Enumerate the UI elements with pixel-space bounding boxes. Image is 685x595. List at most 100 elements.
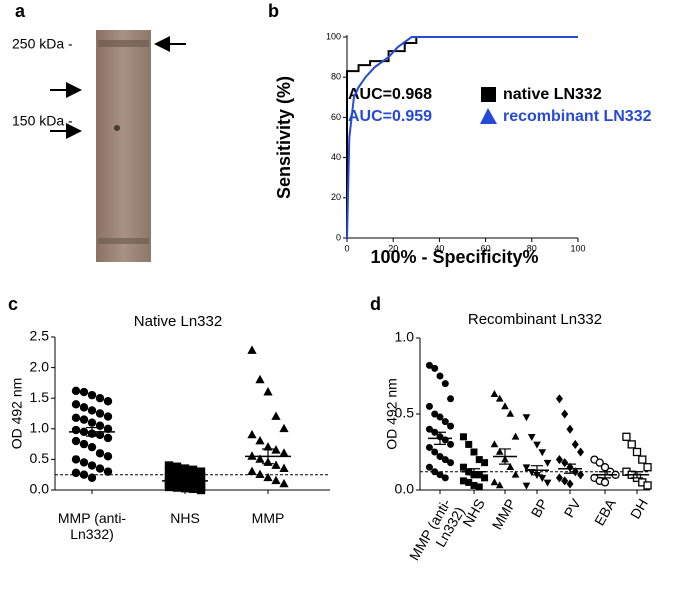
- data-point: [71, 468, 81, 478]
- data-point: [441, 418, 449, 426]
- error-bar: [434, 431, 446, 445]
- panel-letter: d: [370, 294, 381, 314]
- data-point: [441, 380, 449, 388]
- data-point: [643, 463, 652, 472]
- data-point: [522, 464, 531, 472]
- data-point: [481, 459, 489, 467]
- data-point: [555, 473, 563, 483]
- y-tick-label: 1.0: [395, 329, 415, 345]
- data-point: [279, 423, 289, 433]
- data-point: [561, 476, 569, 486]
- data-point: [188, 484, 198, 493]
- data-point: [279, 478, 289, 488]
- data-point: [495, 481, 504, 489]
- data-point: [71, 425, 81, 435]
- data-point: [506, 409, 515, 417]
- data-point: [87, 442, 97, 452]
- data-point: [87, 461, 97, 470]
- x-tick-label: MMP: [251, 510, 285, 526]
- data-point: [495, 447, 504, 455]
- data-point: [431, 468, 439, 476]
- data-point: [555, 455, 563, 465]
- x-tick-label: 0: [344, 243, 349, 253]
- gel-spot: [114, 125, 120, 131]
- data-point: [279, 448, 289, 457]
- data-point: [95, 409, 105, 418]
- data-point: [247, 345, 257, 354]
- data-point: [79, 470, 89, 479]
- y-axis-label: OD 492 nm: [384, 378, 400, 450]
- data-point: [577, 470, 585, 480]
- data-point: [255, 454, 265, 463]
- data-point: [522, 482, 531, 490]
- data-point: [103, 452, 113, 461]
- data-point: [247, 466, 257, 475]
- data-point: [103, 433, 113, 443]
- data-point: [196, 472, 206, 481]
- data-point: [501, 402, 509, 410]
- data-point: [595, 458, 604, 467]
- legend-label: recombinant LN332: [503, 108, 652, 125]
- data-point: [164, 467, 174, 476]
- data-point: [95, 464, 105, 473]
- y-tick-label: 0.0: [30, 481, 50, 497]
- x-tick-label: 40: [434, 243, 444, 253]
- data-point: [522, 414, 531, 422]
- data-point: [271, 460, 281, 469]
- data-point: [255, 436, 265, 445]
- legend-symbol: [480, 108, 497, 124]
- data-point: [172, 462, 182, 471]
- data-point: [71, 386, 81, 396]
- data-point: [490, 440, 499, 448]
- data-point: [87, 473, 97, 482]
- data-point: [172, 483, 182, 492]
- data-point: [180, 470, 190, 479]
- marker-label: 250 kDa -: [12, 36, 73, 52]
- data-point: [447, 459, 455, 467]
- x-tick-label: 20: [388, 243, 398, 253]
- chart-title: Recombinant Ln332: [468, 311, 602, 328]
- data-point: [571, 439, 579, 449]
- data-point: [103, 412, 113, 421]
- data-point: [447, 422, 455, 430]
- data-point: [431, 364, 439, 372]
- data-point: [600, 478, 610, 487]
- data-point: [441, 456, 449, 464]
- marker-label: 150 kDa -: [12, 113, 73, 129]
- data-point: [643, 481, 652, 490]
- x-tick-label: 60: [481, 243, 491, 253]
- gel-band: [98, 238, 149, 244]
- data-point: [188, 470, 198, 479]
- y-tick-label: 0.5: [395, 405, 415, 421]
- x-tick-label: MMP (anti-Ln332): [57, 510, 127, 542]
- x-axis-label: 100% - Specificity%: [370, 247, 538, 267]
- data-point: [566, 479, 574, 489]
- data-point: [527, 434, 536, 441]
- legend-label: native LN332: [503, 86, 602, 103]
- y-tick-label: 1.0: [30, 420, 50, 436]
- data-point: [431, 410, 439, 418]
- data-point: [425, 361, 433, 369]
- error-bar: [599, 471, 611, 479]
- data-point: [543, 459, 552, 467]
- x-tick-label: NHS: [170, 510, 200, 526]
- data-point: [490, 478, 499, 486]
- data-point: [425, 463, 433, 471]
- data-point: [180, 464, 190, 473]
- data-point: [632, 447, 642, 457]
- y-axis-label: Sensitivity (%): [274, 76, 294, 199]
- error-bar: [86, 426, 98, 437]
- auc-label: AUC=0.959: [348, 108, 432, 125]
- x-tick-label: 80: [527, 243, 537, 253]
- data-point: [425, 443, 433, 451]
- data-point: [475, 456, 483, 464]
- data-point: [555, 394, 563, 404]
- y-tick-label: 40: [331, 152, 341, 162]
- data-point: [247, 429, 257, 439]
- data-point: [436, 471, 444, 479]
- data-point: [255, 469, 265, 479]
- data-point: [538, 475, 547, 483]
- roc-line: [346, 36, 578, 238]
